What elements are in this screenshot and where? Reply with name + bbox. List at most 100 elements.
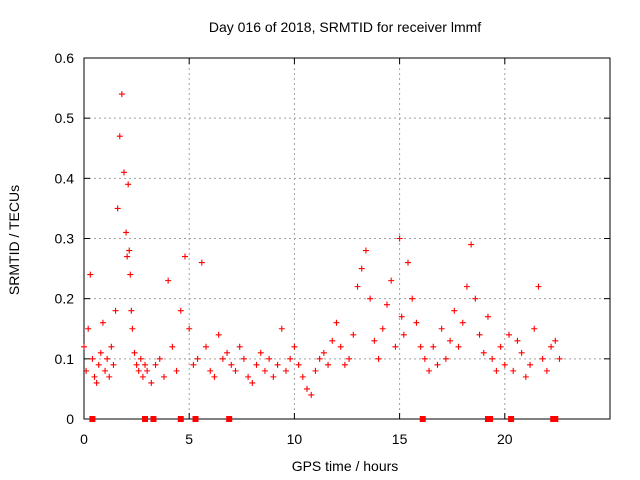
data-point [253, 361, 260, 368]
data-point [371, 337, 378, 344]
axis-ticks [83, 57, 610, 420]
data-point [518, 349, 525, 356]
data-point [398, 313, 405, 320]
data-point [112, 307, 119, 314]
data-point [144, 367, 151, 374]
data-point [434, 361, 441, 368]
data-point [240, 355, 247, 362]
data-point [190, 361, 197, 368]
zero-marker [192, 416, 199, 422]
data-point [211, 373, 218, 380]
data-point [274, 361, 281, 368]
data-point [312, 367, 319, 374]
data-point [104, 355, 111, 362]
data-point [87, 271, 94, 278]
data-point [514, 337, 521, 344]
data-point [173, 367, 180, 374]
data-point [531, 325, 538, 332]
data-point [127, 271, 134, 278]
data-point [447, 337, 454, 344]
data-point [510, 367, 517, 374]
data-point [120, 169, 127, 176]
data-point [116, 133, 123, 140]
x-tick-label: 20 [497, 431, 513, 447]
data-point [93, 379, 100, 386]
data-point [99, 319, 106, 326]
data-point [194, 355, 201, 362]
data-point [308, 391, 315, 398]
y-tick-label: 0.2 [55, 291, 75, 307]
data-point [110, 361, 117, 368]
data-point [379, 325, 386, 332]
data-point [304, 385, 311, 392]
data-point [232, 367, 239, 374]
zero-markers [89, 416, 559, 422]
data-point [484, 313, 491, 320]
data-point [295, 361, 302, 368]
data-point [552, 337, 559, 344]
data-point [333, 319, 340, 326]
data-point [139, 373, 146, 380]
data-point [169, 343, 176, 350]
data-point [548, 343, 555, 350]
x-tick-label: 0 [80, 431, 88, 447]
data-point [156, 355, 163, 362]
zero-marker [552, 416, 559, 422]
data-point [291, 343, 298, 350]
data-point [160, 373, 167, 380]
data-point [337, 343, 344, 350]
data-point [497, 343, 504, 350]
y-tick-label: 0.6 [55, 50, 75, 66]
data-point [400, 331, 407, 338]
data-point [270, 373, 277, 380]
data-point [383, 301, 390, 308]
data-point [489, 355, 496, 362]
data-point [186, 325, 193, 332]
data-point [114, 205, 121, 212]
zero-marker [419, 416, 426, 422]
data-point [405, 259, 412, 266]
data-point [506, 331, 513, 338]
data-point [362, 247, 369, 254]
chart-title: Day 016 of 2018, SRMTID for receiver lmm… [209, 19, 481, 35]
data-point [152, 361, 159, 368]
data-point [426, 367, 433, 374]
data-point [459, 319, 466, 326]
y-tick-label: 0.5 [55, 110, 75, 126]
data-point [135, 367, 142, 374]
zero-marker [177, 416, 184, 422]
y-tick-label: 0.1 [55, 351, 75, 367]
data-point [123, 229, 130, 236]
data-point [198, 259, 205, 266]
data-point [501, 361, 508, 368]
data-point [125, 181, 132, 188]
data-point [133, 361, 140, 368]
data-point [522, 373, 529, 380]
data-point [480, 349, 487, 356]
data-point [354, 283, 361, 290]
data-point [278, 325, 285, 332]
zero-marker [226, 416, 233, 422]
data-point [329, 337, 336, 344]
data-point [325, 361, 332, 368]
data-point [108, 343, 115, 350]
y-tick-label: 0.3 [55, 231, 75, 247]
data-point [148, 379, 155, 386]
data-point [409, 295, 416, 302]
data-point [316, 355, 323, 362]
data-point [165, 277, 172, 284]
x-tick-label: 5 [185, 431, 193, 447]
data-point [388, 277, 395, 284]
data-point [257, 349, 264, 356]
data-point [442, 355, 449, 362]
data-point [556, 355, 563, 362]
data-point [413, 319, 420, 326]
zero-marker [142, 416, 149, 422]
y-tick-label: 0.4 [55, 170, 75, 186]
data-point [118, 91, 125, 98]
data-point [535, 283, 542, 290]
data-point [282, 367, 289, 374]
data-point [527, 361, 534, 368]
data-point [320, 349, 327, 356]
